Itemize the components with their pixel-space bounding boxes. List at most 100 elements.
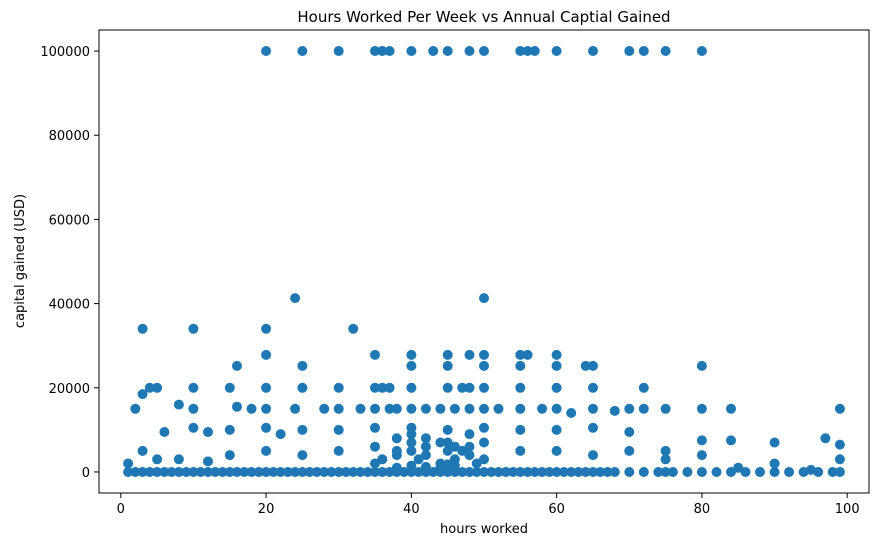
data-point bbox=[377, 467, 388, 477]
data-point bbox=[464, 382, 475, 393]
data-point bbox=[275, 429, 286, 440]
data-point bbox=[660, 46, 671, 56]
data-point bbox=[493, 467, 504, 477]
data-point bbox=[551, 360, 562, 371]
data-point bbox=[144, 467, 155, 477]
data-point bbox=[377, 46, 388, 56]
data-point bbox=[341, 467, 351, 477]
data-point bbox=[384, 382, 395, 393]
data-point bbox=[348, 323, 359, 334]
data-point bbox=[319, 467, 330, 477]
data-point bbox=[733, 462, 744, 473]
data-point bbox=[261, 382, 272, 393]
data-point bbox=[522, 46, 533, 56]
data-point bbox=[464, 349, 475, 360]
data-point bbox=[210, 467, 221, 477]
data-point bbox=[609, 467, 620, 477]
data-point bbox=[188, 382, 199, 393]
data-point bbox=[261, 349, 272, 360]
data-point bbox=[515, 382, 526, 393]
data-point bbox=[457, 382, 468, 393]
data-point bbox=[442, 349, 453, 360]
data-point bbox=[384, 46, 395, 56]
data-point bbox=[239, 467, 250, 477]
data-point bbox=[442, 46, 453, 56]
plot-area-frame bbox=[98, 29, 870, 494]
data-point bbox=[173, 399, 184, 410]
y-tick-label: 40000 bbox=[49, 298, 90, 313]
data-point bbox=[805, 464, 816, 475]
data-point bbox=[827, 467, 838, 477]
data-point bbox=[479, 293, 489, 304]
data-point bbox=[769, 437, 780, 448]
data-point bbox=[755, 467, 765, 477]
data-point bbox=[508, 467, 519, 477]
data-point bbox=[595, 467, 606, 477]
data-point bbox=[268, 467, 279, 477]
data-point bbox=[537, 467, 548, 477]
data-point bbox=[515, 445, 526, 456]
y-tick-label: 0 bbox=[82, 466, 90, 481]
y-axis-label: capital gained (USD) bbox=[13, 194, 28, 328]
data-point bbox=[123, 467, 134, 477]
data-point bbox=[370, 458, 380, 469]
data-point bbox=[188, 467, 199, 477]
data-point bbox=[391, 433, 402, 444]
data-point bbox=[130, 467, 141, 477]
data-point bbox=[246, 403, 257, 414]
y-axis-ticks: 0 20000 40000 60000 80000 100000 bbox=[40, 45, 99, 481]
data-point bbox=[370, 349, 380, 360]
y-tick-label: 80000 bbox=[49, 129, 90, 144]
data-point bbox=[551, 403, 562, 414]
data-point bbox=[370, 46, 380, 56]
data-point bbox=[580, 467, 591, 477]
data-point bbox=[479, 403, 489, 414]
data-point bbox=[253, 467, 264, 477]
data-point bbox=[261, 445, 272, 456]
x-tick-label: 40 bbox=[403, 502, 420, 517]
data-point bbox=[667, 467, 678, 477]
data-point bbox=[333, 46, 344, 56]
data-point bbox=[464, 441, 475, 452]
x-tick-label: 60 bbox=[548, 502, 565, 517]
data-point bbox=[435, 403, 446, 414]
data-point bbox=[479, 454, 489, 465]
data-point bbox=[203, 456, 213, 467]
x-axis-label: hours worked bbox=[440, 522, 528, 537]
data-point bbox=[624, 427, 635, 437]
data-point bbox=[406, 360, 417, 371]
data-point bbox=[224, 382, 235, 393]
data-point bbox=[660, 454, 671, 465]
y-tick-label: 100000 bbox=[40, 45, 90, 60]
data-point bbox=[370, 382, 380, 393]
data-point bbox=[297, 382, 308, 393]
data-point bbox=[413, 454, 424, 465]
x-tick-label: 20 bbox=[258, 502, 275, 517]
data-point bbox=[588, 422, 598, 433]
data-point bbox=[696, 46, 707, 56]
data-point bbox=[834, 454, 845, 465]
data-point bbox=[457, 445, 468, 456]
data-point bbox=[638, 403, 649, 414]
data-point bbox=[479, 422, 489, 433]
data-point bbox=[464, 429, 475, 440]
data-point bbox=[558, 467, 569, 477]
data-point bbox=[246, 467, 257, 477]
data-point bbox=[457, 467, 468, 477]
data-point bbox=[137, 467, 148, 477]
data-point bbox=[333, 403, 344, 414]
data-point bbox=[377, 382, 388, 393]
data-point bbox=[297, 360, 308, 371]
data-point bbox=[406, 349, 417, 360]
data-point bbox=[442, 467, 453, 477]
data-point bbox=[515, 349, 526, 360]
data-point bbox=[282, 467, 293, 477]
data-point bbox=[588, 467, 598, 477]
data-point bbox=[152, 467, 163, 477]
data-point bbox=[588, 46, 598, 56]
data-point bbox=[442, 360, 453, 371]
data-point bbox=[449, 460, 460, 471]
data-point bbox=[384, 403, 395, 414]
data-point bbox=[660, 445, 671, 456]
data-point bbox=[428, 46, 439, 56]
